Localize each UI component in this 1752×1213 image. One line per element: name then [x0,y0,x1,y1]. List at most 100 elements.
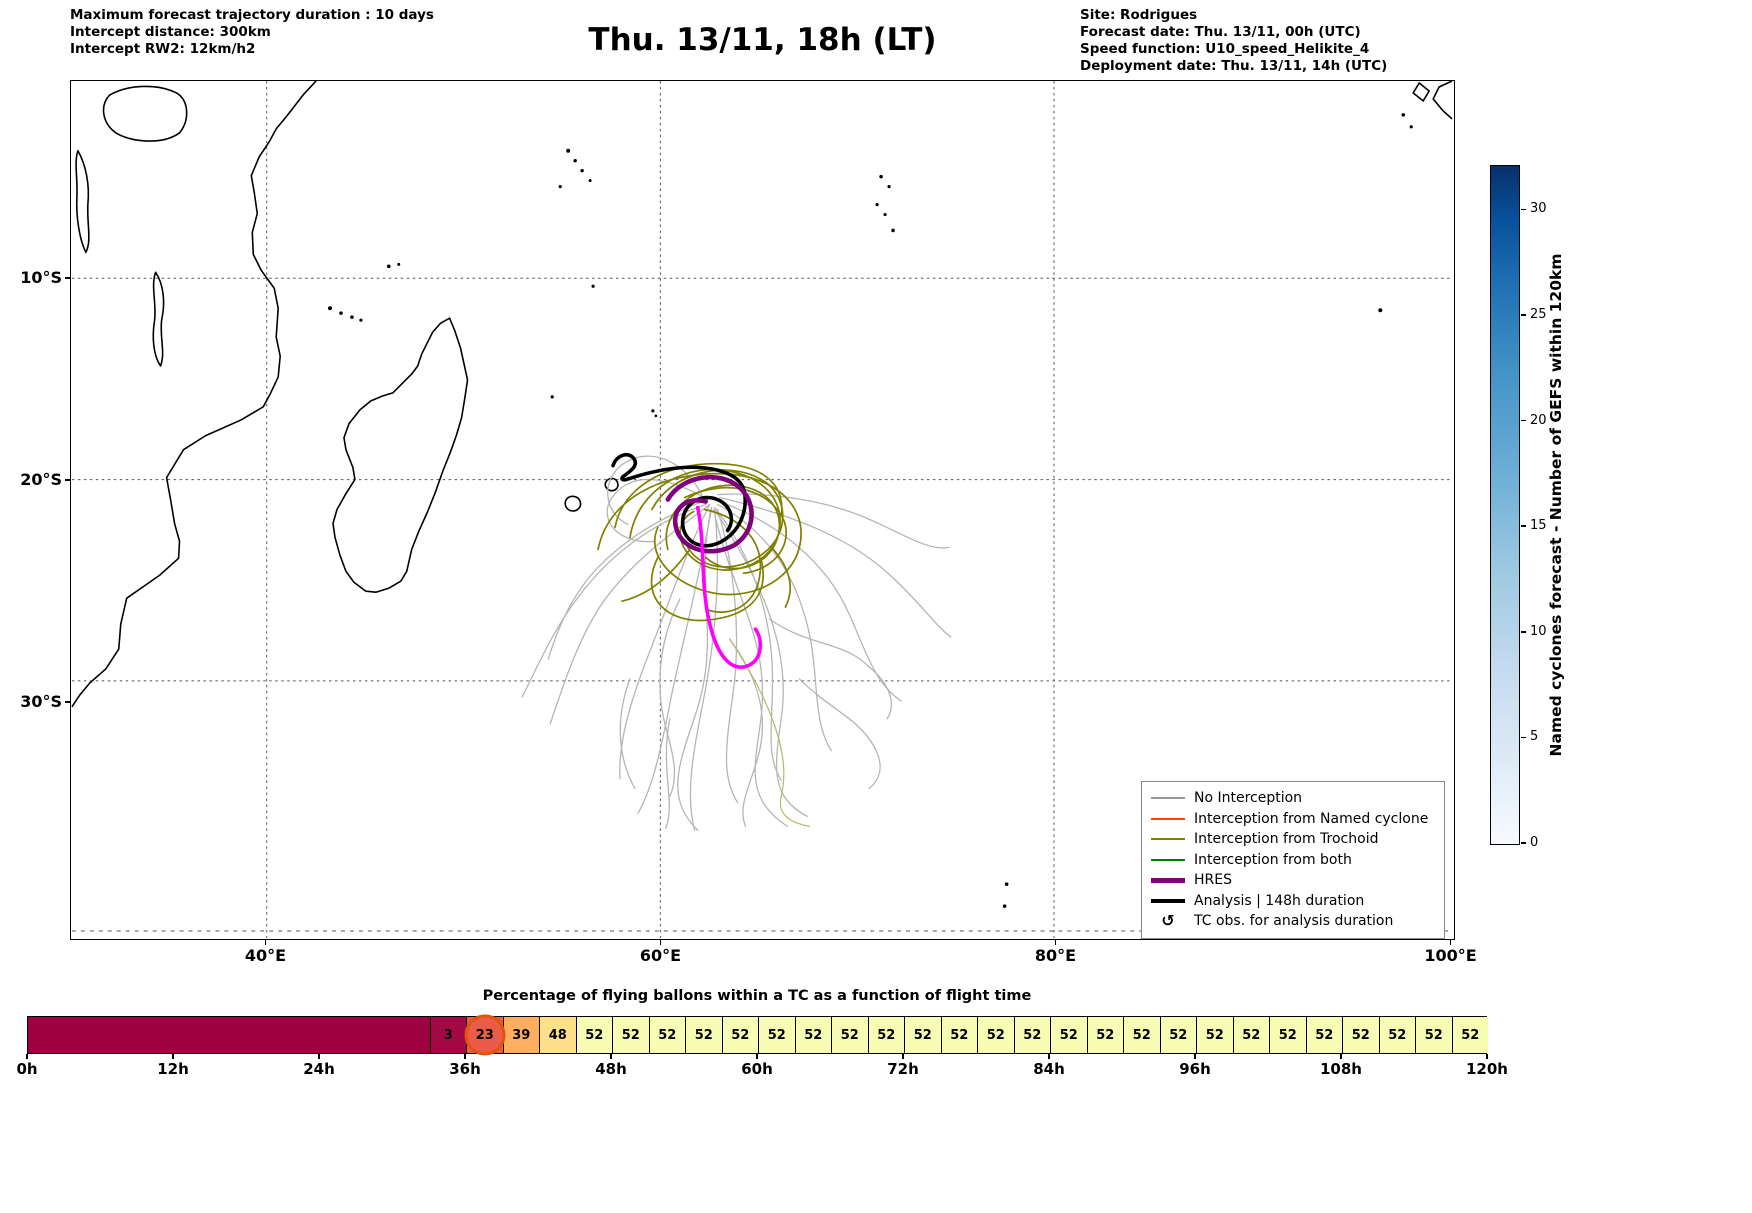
map-y-tick-mark [65,277,70,279]
strip-x-tick-mark [1048,1054,1050,1059]
strip-cell: 52 [1415,1017,1452,1053]
strip-x-tick-label: 60h [741,1060,773,1078]
lake-victoria [102,85,188,142]
strip-cell: 52 [831,1017,868,1053]
strip-x-tick-mark [610,1054,612,1059]
strip-cell-value: 52 [840,1027,859,1043]
strip-cell-value: 52 [877,1027,896,1043]
colorbar-tick-mark [1521,314,1526,316]
colorbar-axis-label: Named cyclones forecast - Number of GEFS… [1547,253,1565,757]
legend-item-label: HRES [1194,872,1232,889]
strip-cell: 52 [1305,1017,1342,1053]
strip-cell: 52 [1232,1017,1269,1053]
map-x-tick-label: 40°E [244,946,287,965]
legend-line-sample [1151,898,1185,903]
strip-x-tick-label: 0h [16,1060,38,1078]
strip-cell-value: 52 [1315,1027,1334,1043]
legend-line-sample [1151,858,1185,861]
colorbar-tick-mark [1521,842,1526,844]
strip-cell-value: 52 [1424,1027,1443,1043]
strip-cell-value: 52 [1096,1027,1115,1043]
strip-cell-value: 52 [621,1027,640,1043]
legend-item: HRES [1151,870,1435,891]
strip-cell: 52 [1269,1017,1306,1053]
strip-x-tick-mark [172,1054,174,1059]
strip-cell: 52 [685,1017,722,1053]
header-left-block: Maximum forecast trajectory duration : 1… [70,7,434,58]
strip-cell: 52 [904,1017,941,1053]
strip-cell-value: 52 [585,1027,604,1043]
coastlines [71,81,1453,708]
strip-cell-value: 52 [1205,1027,1224,1043]
legend-rows: No Interception Interception from Named c… [1151,788,1435,932]
legend-line-sample [1151,797,1185,800]
legend-line [1151,838,1185,841]
legend-line-sample [1151,817,1185,820]
africa-coastline [71,81,317,708]
map-plot-area: No Interception Interception from Named c… [70,80,1455,940]
strip-x-tick-label: 120h [1466,1060,1508,1078]
legend-line [1151,797,1185,800]
strip-cell: 39 [502,1017,539,1053]
strip-cell: 3 [429,1017,466,1053]
trajectories-trochoid-interception [597,462,810,827]
map-y-tick-mark [65,701,70,703]
colorbar-tick-mark [1521,208,1526,211]
strip-cell-value: 52 [694,1027,713,1043]
legend-item: Interception from both [1151,850,1435,871]
strip-x-tick-mark [26,1054,28,1059]
strip-x-tick-label: 36h [449,1060,481,1078]
strip-cell-value: 52 [950,1027,969,1043]
lake-tanganyika [75,149,90,254]
reunion-island [564,495,582,512]
strip-cell-value: 48 [548,1027,567,1043]
nias-island [1412,82,1430,102]
map-y-tick-label: 10°S [20,268,62,287]
strip-cell: 48 [539,1017,576,1053]
colorbar-tick-mark [1521,419,1526,422]
legend-item-label: Interception from Trochoid [1194,831,1379,848]
legend-item-label: Interception from Named cyclone [1194,810,1429,827]
legend-item-label: TC obs. for analysis duration [1194,913,1394,930]
colorbar-tick-label: 20 [1530,412,1547,428]
colorbar [1490,165,1520,845]
strip-cell: 52 [758,1017,795,1053]
strip-cell-value: 52 [1242,1027,1261,1043]
strip-x-tick-mark [1486,1054,1488,1059]
strip-cell-value: 3 [443,1027,453,1043]
strip-x-tick-label: 48h [595,1060,627,1078]
map-legend: No Interception Interception from Named c… [1141,781,1445,939]
trajectory-hres-extension [695,505,763,669]
strip-cell: 52 [612,1017,649,1053]
strip-x-tick-label: 12h [157,1060,189,1078]
map-x-tick-mark [1449,940,1452,945]
colorbar-tick-mark [1521,736,1526,739]
strip-cell: 52 [1159,1017,1196,1053]
intercept-rw2-text: Intercept RW2: 12km/h2 [70,41,256,57]
strip-cell-value: 52 [1351,1027,1370,1043]
strip-x-tick-label: 72h [887,1060,919,1078]
strip-cell: 52 [940,1017,977,1053]
colorbar-tick-mark [1521,525,1526,527]
strip-x-tick-label: 84h [1033,1060,1065,1078]
legend-line [1151,878,1185,883]
strip-cell: 52 [867,1017,904,1053]
trajectory-hres [665,474,754,554]
strip-cell: 52 [794,1017,831,1053]
figure-title: Thu. 13/11, 18h (LT) [588,22,937,58]
strip-cell-value: 23 [475,1027,494,1043]
strip-cell: 52 [977,1017,1014,1053]
strip-heatmap-bar: 3 23 39 48 52 52 52 52 52 52 52 52 52 52 52 52 52 52 52 52 5… [27,1014,1488,1056]
tc-obs-icon: ↺ [1161,911,1175,931]
map-y-tick-label: 30°S [20,692,62,711]
small-islands [328,113,1413,908]
trajectories-no-interception [521,455,952,832]
legend-item: Analysis | 148h duration [1151,891,1435,912]
strip-cell: 52 [1451,1017,1488,1053]
strip-cell: 52 [1196,1017,1233,1053]
intercept-distance-text: Intercept distance: 300km [70,24,271,40]
strip-cell-value: 52 [731,1027,750,1043]
strip-cell-value: 52 [804,1027,823,1043]
strip-x-tick-label: 108h [1320,1060,1362,1078]
